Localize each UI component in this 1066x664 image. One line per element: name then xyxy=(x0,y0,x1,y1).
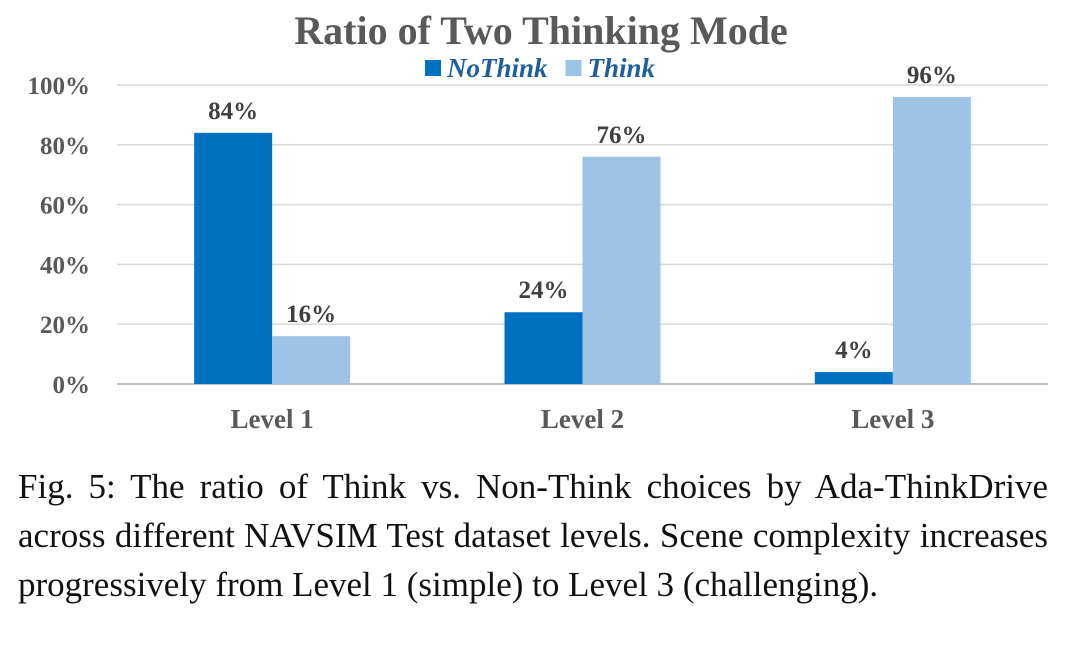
y-tick-label: 20% xyxy=(40,312,90,339)
category-label: Level 2 xyxy=(541,404,624,434)
data-label: 76% xyxy=(597,122,647,149)
data-labels: 84% 16% 24% 76% 4% 96% xyxy=(208,62,957,364)
y-tick-label: 100% xyxy=(28,73,91,100)
y-tick-label: 0% xyxy=(53,372,91,399)
category-label: Level 3 xyxy=(851,404,934,434)
data-label: 84% xyxy=(208,98,258,125)
y-tick-label: 40% xyxy=(40,252,90,279)
bar-think-3 xyxy=(892,96,971,385)
legend-label-nothink: NoThink xyxy=(446,53,548,83)
y-tick-label: 80% xyxy=(40,133,90,160)
data-label: 4% xyxy=(835,337,873,364)
bar-nothink-2 xyxy=(504,312,583,384)
bar-think-1 xyxy=(272,336,351,384)
category-label: Level 1 xyxy=(231,404,314,434)
data-label: 24% xyxy=(519,277,569,304)
y-axis-ticks: 0% 20% 40% 60% 80% 100% xyxy=(28,73,91,399)
category-labels: Level 1 Level 2 Level 3 xyxy=(231,404,935,434)
legend: NoThink Think xyxy=(425,53,656,83)
data-label: 96% xyxy=(907,62,957,89)
chart-title: Ratio of Two Thinking Mode xyxy=(294,8,787,53)
figure-caption: Fig. 5: The ratio of Think vs. Non-Think… xyxy=(18,467,1048,604)
bar-nothink-1 xyxy=(194,132,273,384)
bars xyxy=(194,96,971,385)
data-label: 16% xyxy=(286,301,336,328)
legend-swatch-nothink xyxy=(425,60,441,76)
bar-think-2 xyxy=(582,156,661,384)
legend-label-think: Think xyxy=(588,53,656,83)
y-tick-label: 60% xyxy=(40,193,90,220)
bar-chart: Ratio of Two Thinking Mode NoThink Think … xyxy=(28,8,1048,434)
bar-nothink-3 xyxy=(814,372,893,384)
legend-swatch-think xyxy=(565,60,582,76)
